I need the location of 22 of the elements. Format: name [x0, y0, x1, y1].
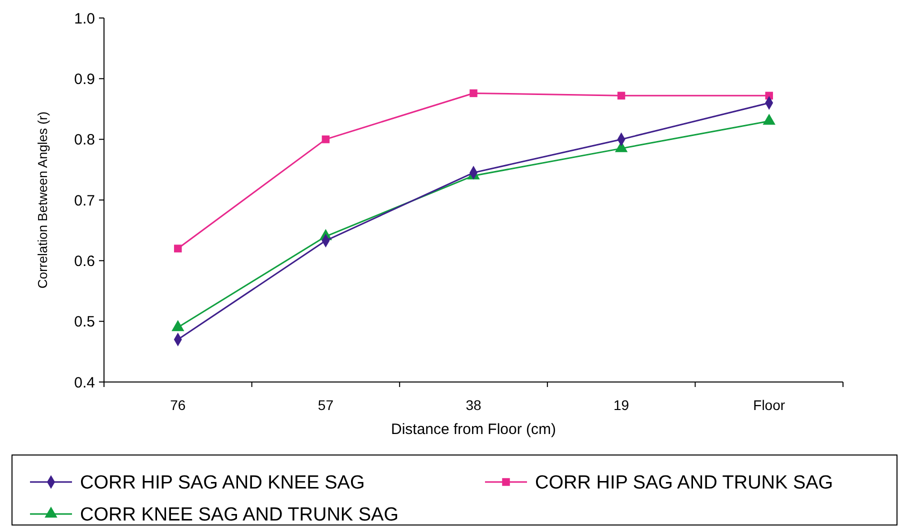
x-tick-label: 19 [614, 397, 630, 413]
y-tick-label: 0.7 [74, 192, 95, 210]
x-tick-label: 76 [170, 397, 186, 413]
legend-label: CORR HIP SAG AND KNEE SAG [80, 472, 365, 494]
legend-label: CORR HIP SAG AND TRUNK SAG [535, 472, 834, 494]
point [617, 92, 626, 100]
y-tick-label: 0.4 [74, 374, 95, 392]
y-tick-label: 0.6 [74, 252, 95, 270]
x-axis-title: Distance from Floor (cm) [390, 421, 556, 438]
legend-label: CORR KNEE SAG AND TRUNK SAG [80, 504, 398, 526]
point [322, 135, 330, 144]
y-tick-label: 0.9 [74, 70, 95, 88]
x-tick-label: 57 [318, 397, 334, 413]
y-tick-label: 1.0 [74, 10, 95, 28]
point [470, 89, 478, 98]
point [172, 320, 184, 332]
y-tick-label: 0.8 [74, 132, 95, 149]
point [174, 244, 182, 252]
x-tick-label: Floor [753, 397, 786, 413]
y-axis-title: Correlation Between Angles (r) [35, 111, 50, 289]
y-tick-label: 0.5 [74, 314, 95, 331]
x-tick-label: 38 [466, 397, 482, 413]
